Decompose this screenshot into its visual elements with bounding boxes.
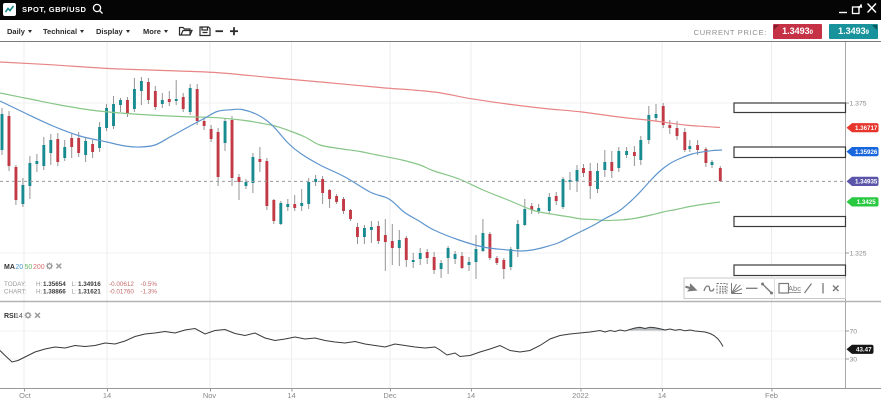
svg-text:30: 30 bbox=[850, 357, 858, 364]
svg-text:1.3425: 1.3425 bbox=[857, 199, 876, 206]
svg-text:1.31621: 1.31621 bbox=[78, 288, 101, 295]
svg-text:-0.5%: -0.5% bbox=[141, 281, 158, 288]
svg-text:MA: MA bbox=[4, 264, 15, 271]
svg-text:20: 20 bbox=[15, 264, 23, 271]
svg-text:H:: H: bbox=[36, 288, 43, 295]
svg-text:L:: L: bbox=[72, 288, 78, 295]
svg-text:1.375: 1.375 bbox=[850, 101, 867, 108]
svg-text:50: 50 bbox=[25, 264, 33, 271]
svg-text:L:: L: bbox=[72, 281, 78, 288]
svg-text:1.325: 1.325 bbox=[850, 251, 867, 258]
svg-text:Oct: Oct bbox=[19, 391, 32, 400]
svg-text:TODAY:: TODAY: bbox=[4, 281, 27, 288]
svg-text:CHART:: CHART: bbox=[4, 288, 27, 295]
svg-text:1.38866: 1.38866 bbox=[43, 288, 66, 295]
svg-text:14: 14 bbox=[467, 391, 475, 400]
svg-text:14: 14 bbox=[15, 313, 23, 320]
svg-text:Abc: Abc bbox=[788, 284, 801, 293]
svg-text:H:: H: bbox=[36, 281, 43, 288]
svg-text:-0.00612: -0.00612 bbox=[109, 281, 134, 288]
svg-text:2022: 2022 bbox=[572, 391, 589, 400]
svg-text:43.47: 43.47 bbox=[856, 347, 872, 354]
svg-text:14: 14 bbox=[658, 391, 666, 400]
svg-text:Dec: Dec bbox=[383, 391, 397, 400]
svg-text:-1.3%: -1.3% bbox=[141, 288, 158, 295]
svg-text:1.36717: 1.36717 bbox=[855, 125, 878, 132]
svg-text:1.34916: 1.34916 bbox=[78, 281, 101, 288]
svg-text:1.35926: 1.35926 bbox=[855, 149, 878, 156]
svg-text:200: 200 bbox=[33, 264, 45, 271]
svg-text:14: 14 bbox=[287, 391, 295, 400]
svg-text:1.35654: 1.35654 bbox=[43, 281, 66, 288]
svg-text:-0.01760: -0.01760 bbox=[109, 288, 134, 295]
svg-text:70: 70 bbox=[850, 329, 858, 336]
svg-text:14: 14 bbox=[103, 391, 111, 400]
svg-text:Feb: Feb bbox=[765, 391, 778, 400]
svg-text:Nov: Nov bbox=[203, 391, 217, 400]
svg-text:1.34935: 1.34935 bbox=[855, 179, 878, 186]
svg-text:RSI: RSI bbox=[4, 313, 16, 320]
